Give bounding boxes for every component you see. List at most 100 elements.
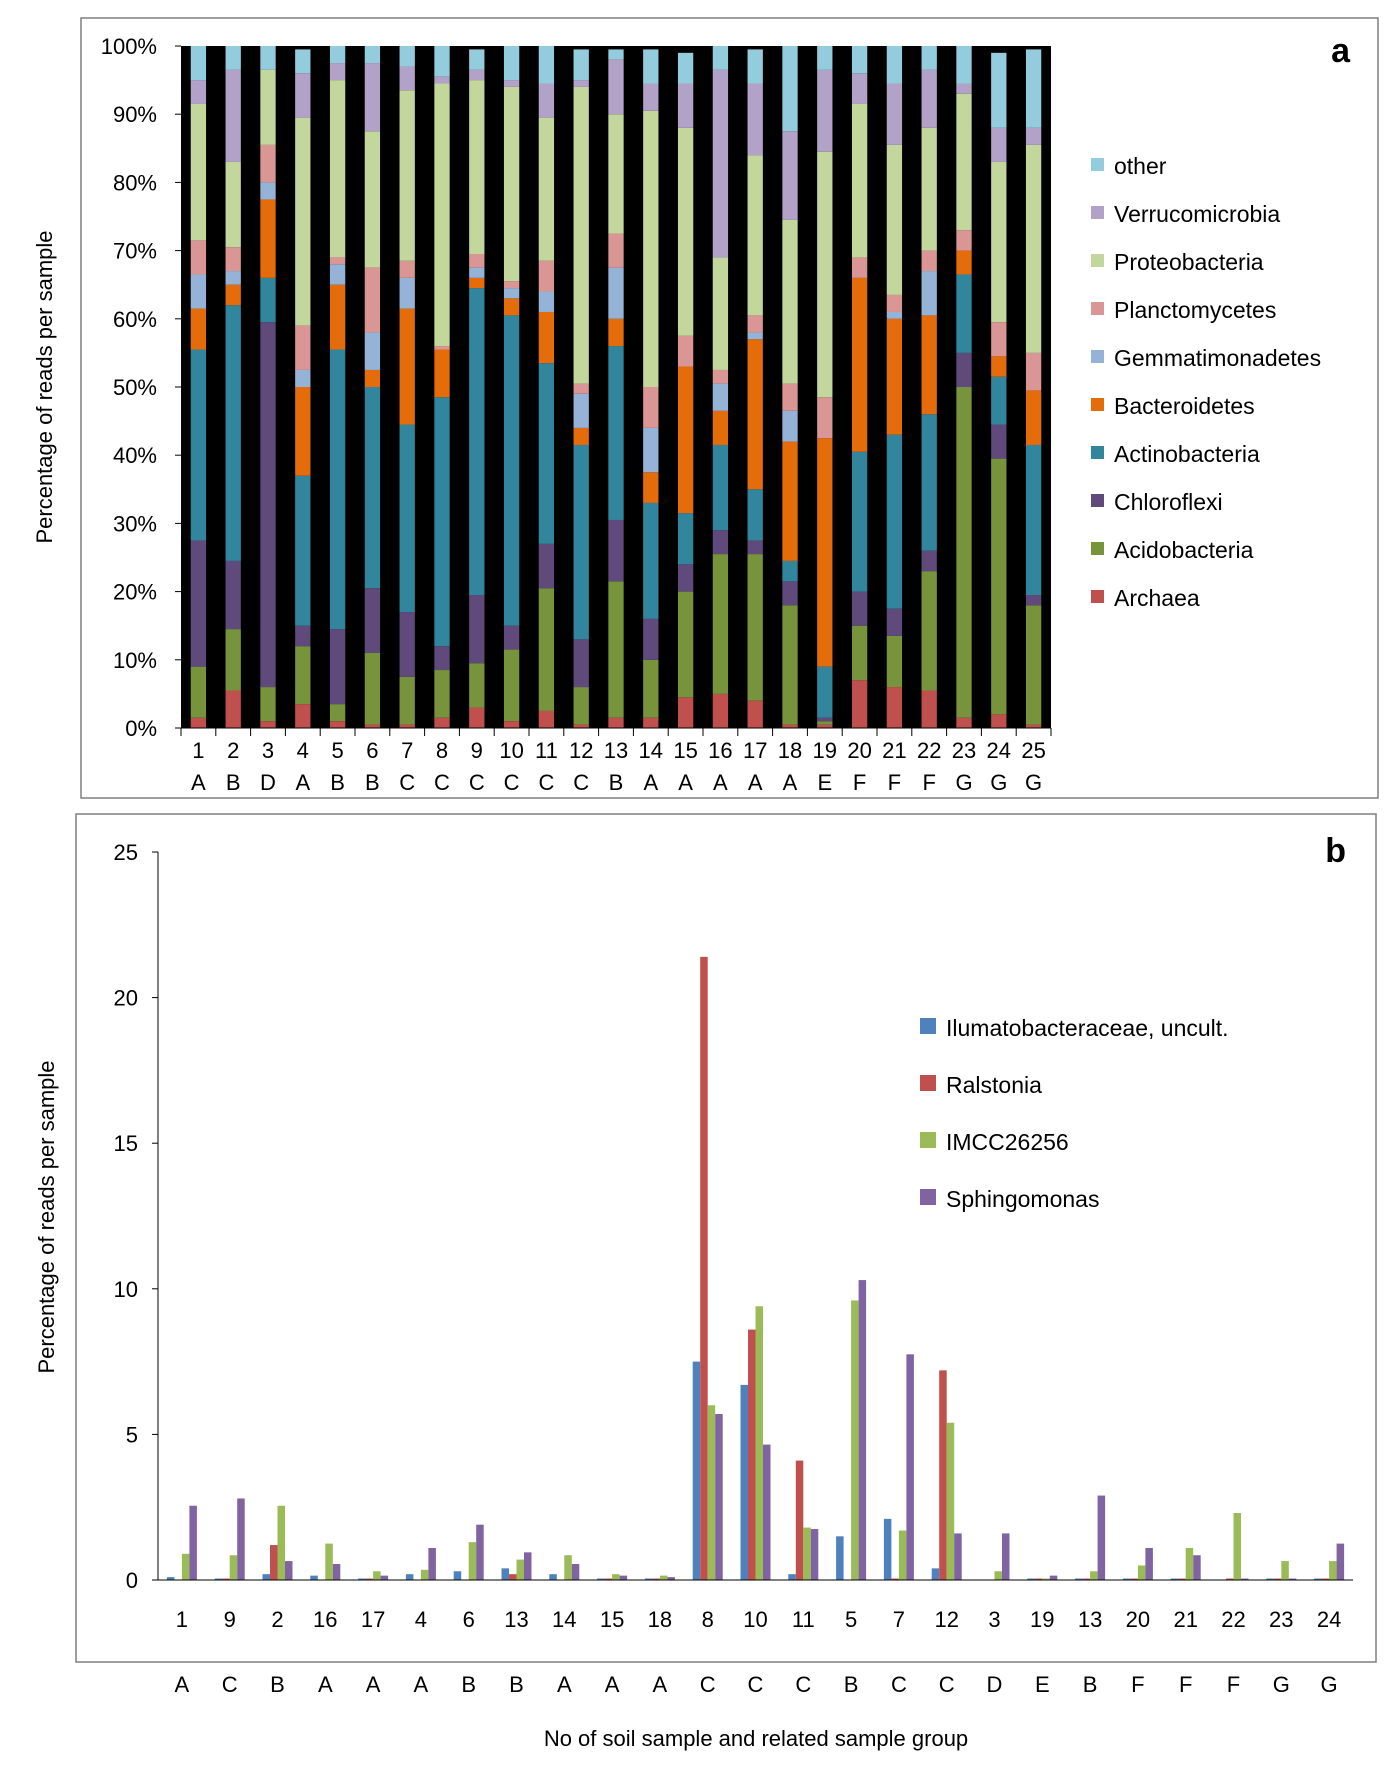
a-bar-segment-chloroflexi bbox=[573, 639, 589, 688]
a-x-group-label: C bbox=[434, 770, 450, 795]
b-bar-sphingomonas bbox=[189, 1505, 197, 1580]
a-bar-segment-chloroflexi bbox=[886, 608, 903, 636]
a-bar-segment-gemmatimonadetes bbox=[469, 267, 485, 278]
a-legend-label: Actinobacteria bbox=[1114, 441, 1260, 467]
b-bar-ralstonia bbox=[1226, 1578, 1234, 1580]
a-bar-segment-actinobacteria bbox=[956, 274, 972, 353]
a-bar-segment-proteobacteria bbox=[469, 80, 485, 255]
panel-a-letter: a bbox=[1331, 32, 1351, 70]
b-x-group-label: B bbox=[1083, 1672, 1098, 1697]
a-bar-segment-acidobacteria bbox=[851, 625, 868, 681]
a-bar-segment-proteobacteria bbox=[260, 69, 276, 145]
b-bar-ilumatobacteraceae-uncult bbox=[310, 1575, 318, 1580]
b-bar-sphingomonas bbox=[1193, 1555, 1201, 1580]
b-x-tick-label: 5 bbox=[845, 1607, 857, 1632]
b-bar-ralstonia bbox=[604, 1578, 613, 1580]
b-x-tick-label: 13 bbox=[1078, 1607, 1102, 1632]
a-bar-segment-archaea bbox=[503, 721, 520, 728]
a-x-group-label: C bbox=[399, 770, 415, 795]
b-x-tick-label: 8 bbox=[702, 1607, 714, 1632]
b-bar-ralstonia bbox=[939, 1370, 947, 1580]
a-bar-segment-proteobacteria bbox=[991, 161, 1007, 323]
b-bar-ilumatobacteraceae-uncult bbox=[597, 1578, 605, 1580]
b-x-group-label: A bbox=[175, 1672, 190, 1697]
panel-b-x-ticks: 1 A 9 C 2 B 16 A 17 A 4 A 6 B 13 B 14 A 15 A 18 A 8 C 10 C 11 C 5 B 7 C… bbox=[158, 1579, 1353, 1697]
b-bar-ilumatobacteraceae-uncult bbox=[549, 1574, 557, 1580]
a-bar-segment-proteobacteria bbox=[956, 93, 972, 231]
a-bar-segment-acidobacteria bbox=[1025, 605, 1042, 725]
b-bar-ralstonia bbox=[891, 1578, 899, 1580]
a-bar-segment-gemmatimonadetes bbox=[399, 277, 415, 309]
a-bar-segment-chloroflexi bbox=[503, 625, 520, 650]
b-bar-ilumatobacteraceae-uncult bbox=[262, 1574, 270, 1580]
a-bar-segment-actinobacteria bbox=[608, 346, 624, 520]
b-legend-swatch bbox=[920, 1018, 936, 1034]
a-x-group-label: A bbox=[191, 770, 206, 795]
b-bar-imcc26256 bbox=[277, 1505, 285, 1580]
b-x-tick-label: 24 bbox=[1317, 1607, 1341, 1632]
a-x-tick-label: 17 bbox=[743, 738, 767, 763]
a-bar-segment-other bbox=[573, 49, 589, 81]
a-bar-segment-other bbox=[677, 52, 694, 84]
a-x-tick-label: 19 bbox=[813, 738, 837, 763]
a-bar-segment-archaea bbox=[295, 704, 311, 728]
a-bar-segment-bacteroidetes bbox=[782, 441, 798, 561]
a-bar-segment-gemmatimonadetes bbox=[921, 271, 937, 316]
a-bar-segment-gemmatimonadetes bbox=[190, 274, 207, 309]
a-bar-segment-verrucomicrobia bbox=[677, 83, 694, 128]
b-x-tick-label: 17 bbox=[361, 1607, 385, 1632]
a-bar-segment-bacteroidetes bbox=[677, 366, 694, 514]
a-bar-segment-archaea bbox=[677, 697, 694, 728]
b-legend-label: IMCC26256 bbox=[946, 1129, 1069, 1155]
b-bar-sphingomonas bbox=[380, 1575, 389, 1580]
a-y-tick-label: 0% bbox=[125, 716, 157, 741]
a-bar-segment-acidobacteria bbox=[260, 687, 276, 722]
a-bar-segment-other bbox=[921, 46, 937, 70]
a-bar-segment-verrucomicrobia bbox=[782, 131, 798, 220]
a-bar-segment-archaea bbox=[538, 710, 555, 728]
b-bar-ilumatobacteraceae-uncult bbox=[453, 1571, 462, 1580]
a-bar-segment-acidobacteria bbox=[295, 646, 311, 705]
b-bar-sphingomonas bbox=[332, 1563, 341, 1580]
a-y-tick-label: 30% bbox=[113, 511, 157, 536]
a-bar-segment-bacteroidetes bbox=[712, 410, 729, 445]
a-bar-segment-acidobacteria bbox=[329, 704, 346, 722]
panel-a: a Percentage of reads per sample 0%10%20… bbox=[32, 17, 1379, 799]
a-legend-label: Planctomycetes bbox=[1114, 297, 1276, 323]
b-bar-sphingomonas bbox=[1097, 1495, 1106, 1580]
b-bar-sphingomonas bbox=[715, 1414, 723, 1580]
b-bar-sphingomonas bbox=[1288, 1578, 1297, 1580]
b-bar-imcc26256 bbox=[564, 1555, 572, 1580]
a-bar-segment-actinobacteria bbox=[434, 397, 450, 647]
b-bar-ilumatobacteraceae-uncult bbox=[740, 1384, 748, 1580]
a-x-group-label: C bbox=[504, 770, 520, 795]
a-bar-segment-bacteroidetes bbox=[225, 284, 241, 306]
a-bar-segment-actinobacteria bbox=[573, 444, 589, 640]
b-x-group-label: A bbox=[605, 1672, 620, 1697]
b-x-tick-label: 9 bbox=[224, 1607, 236, 1632]
a-bar-segment-bacteroidetes bbox=[434, 349, 450, 398]
a-x-tick-label: 21 bbox=[882, 738, 906, 763]
b-bar-ilumatobacteraceae-uncult bbox=[836, 1536, 844, 1580]
a-bar-segment-acidobacteria bbox=[503, 649, 520, 722]
a-x-tick-label: 2 bbox=[227, 738, 239, 763]
a-bar-segment-acidobacteria bbox=[747, 554, 763, 701]
b-bar-ralstonia bbox=[1082, 1578, 1091, 1580]
b-bar-sphingomonas bbox=[476, 1524, 484, 1580]
a-x-group-label: A bbox=[643, 770, 658, 795]
b-legend-label: Sphingomonas bbox=[946, 1186, 1099, 1212]
b-x-group-label: F bbox=[1179, 1672, 1192, 1697]
b-bar-imcc26256 bbox=[229, 1555, 238, 1580]
a-bar-segment-proteobacteria bbox=[851, 103, 868, 258]
a-bar-segment-chloroflexi bbox=[295, 625, 311, 647]
a-bar-segment-bacteroidetes bbox=[573, 427, 589, 445]
a-bar-segment-planctomycetes bbox=[399, 260, 415, 278]
a-bar-segment-acidobacteria bbox=[190, 666, 207, 718]
a-bar-segment-acidobacteria bbox=[434, 670, 450, 718]
b-y-tick-label: 0 bbox=[126, 1568, 138, 1593]
a-bar-segment-planctomycetes bbox=[225, 247, 241, 272]
a-x-group-label: F bbox=[853, 770, 866, 795]
b-bar-imcc26256 bbox=[1090, 1571, 1098, 1580]
a-bar-segment-proteobacteria bbox=[608, 114, 624, 234]
a-x-group-label: A bbox=[748, 770, 763, 795]
